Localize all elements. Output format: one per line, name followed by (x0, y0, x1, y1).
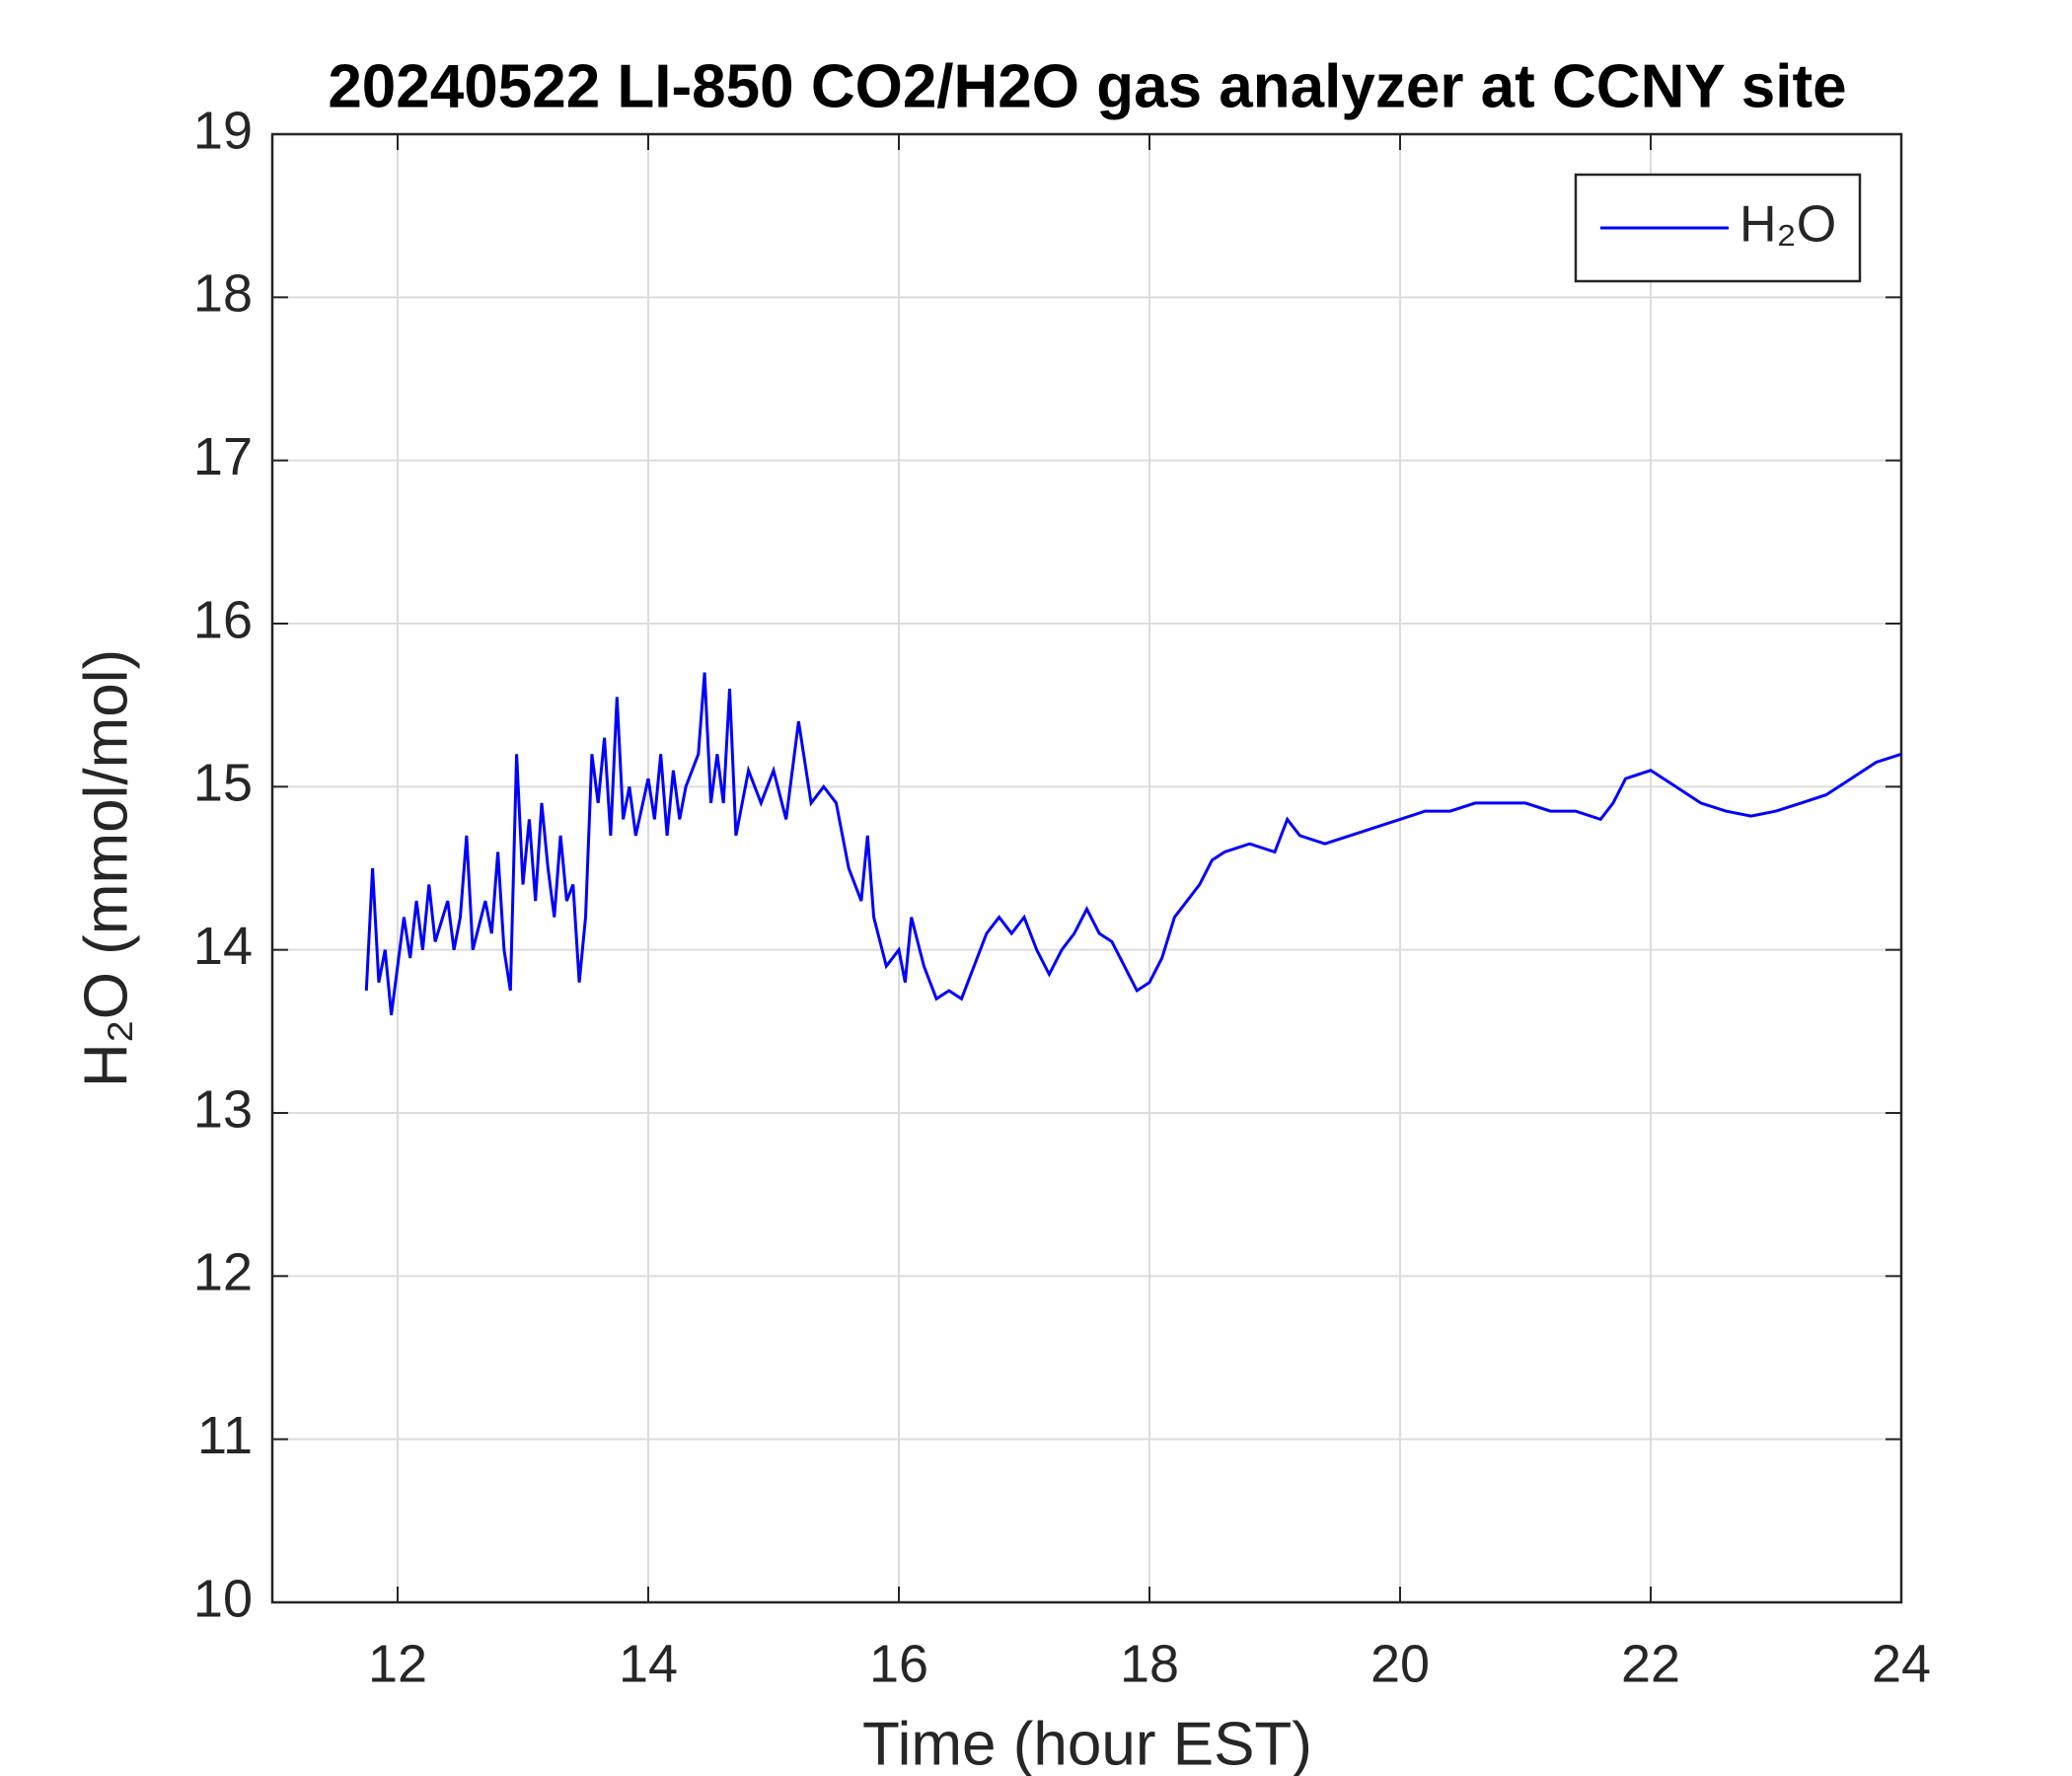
data-line (364, 672, 1902, 1015)
plot-frame (270, 132, 1903, 1604)
x-tick-label: 22 (1621, 1634, 1680, 1693)
x-tick-label: 16 (869, 1634, 928, 1693)
x-tick-label: 12 (368, 1634, 427, 1693)
legend-label: H₂O (1739, 196, 1836, 254)
y-tick-label: 15 (193, 754, 253, 813)
x-tick-label: 18 (1120, 1634, 1179, 1693)
y-tick-label: 16 (193, 590, 253, 649)
y-axis-label: H₂O (mmol/mol) (72, 649, 140, 1087)
y-tick-label: 12 (193, 1243, 253, 1302)
x-tick-label: 20 (1370, 1634, 1430, 1693)
y-tick-label: 18 (193, 264, 253, 324)
y-tick-label: 11 (197, 1406, 253, 1465)
x-tick-label: 14 (619, 1634, 678, 1693)
y-tick-label: 13 (193, 1079, 253, 1139)
y-tick-label: 19 (193, 101, 253, 160)
y-tick-label: 14 (193, 917, 253, 976)
x-axis-label: Time (hour EST) (862, 1710, 1312, 1776)
y-tick-label: 17 (193, 427, 253, 486)
chart-title: 20240522 LI-850 CO2/H2O gas analyzer at … (328, 52, 1846, 120)
x-tick-label: 24 (1872, 1634, 1931, 1693)
y-tick-label: 10 (193, 1569, 253, 1628)
